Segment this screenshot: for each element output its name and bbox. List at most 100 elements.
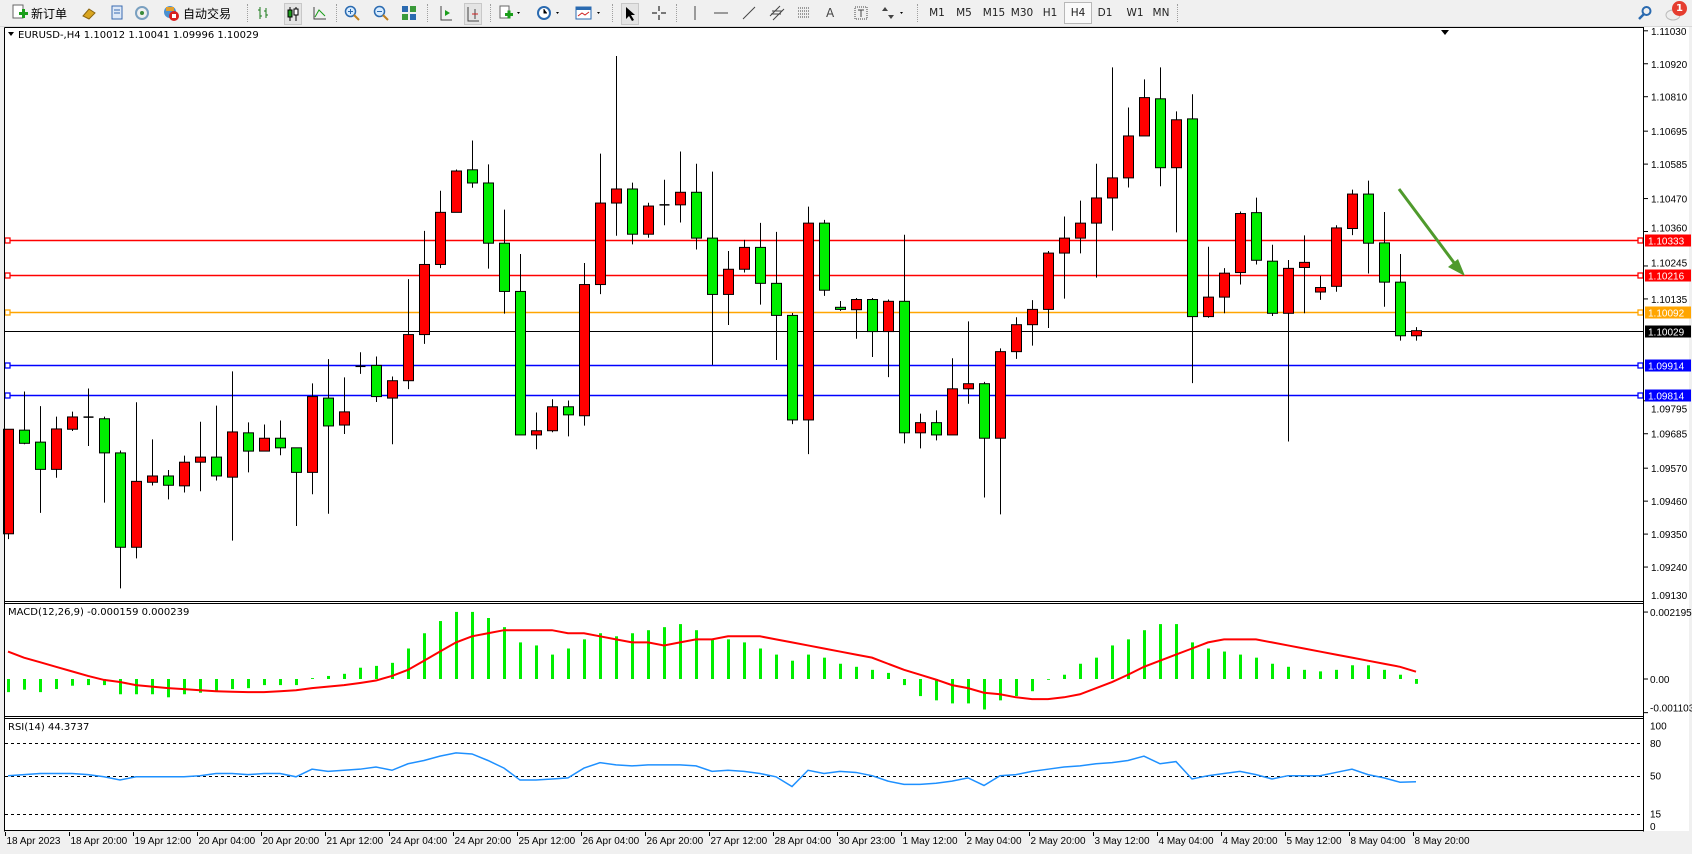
candle [739, 239, 750, 273]
cursor-button[interactable] [621, 3, 639, 25]
vertical-line-button[interactable] [687, 3, 703, 23]
timeframe-h1[interactable]: H1 [1042, 7, 1058, 19]
indicators-button[interactable] [499, 3, 523, 23]
time-tick-label: 24 Apr 04:00 [391, 836, 448, 847]
candle [531, 412, 542, 450]
candle-body [35, 441, 46, 470]
candle-body [1379, 242, 1390, 283]
chart-shift-marker-icon[interactable] [1441, 30, 1449, 35]
level-handle-right[interactable] [1637, 309, 1644, 316]
candle-body [995, 351, 1006, 439]
candle [1107, 67, 1118, 231]
candle [931, 410, 942, 441]
candle-body [387, 380, 398, 399]
tile-windows-button[interactable] [401, 3, 417, 23]
level-price-label: 1.10216 [1648, 272, 1685, 283]
macd-histogram-bar [1063, 674, 1066, 679]
candlestick-chart-button[interactable] [284, 3, 302, 25]
timeframe-d1[interactable]: D1 [1097, 7, 1113, 19]
level-handle-right[interactable] [1637, 272, 1644, 279]
macd-histogram-bar [1031, 679, 1034, 692]
trend-arrow[interactable] [1397, 188, 1465, 276]
macd-histogram-bar [423, 633, 426, 679]
timeframe-h4[interactable]: H4 [1064, 2, 1092, 24]
data-window-button[interactable] [109, 3, 125, 23]
navigator-button[interactable] [134, 3, 150, 23]
candle [1219, 268, 1230, 314]
level-handle-right[interactable] [1637, 362, 1644, 369]
macd-histogram-bar [263, 679, 266, 686]
candle [115, 450, 126, 589]
time-tick-label: 26 Apr 04:00 [583, 836, 640, 847]
level-handle-left[interactable] [4, 237, 11, 244]
candle-body [275, 437, 286, 449]
crosshair-icon [652, 6, 666, 20]
candle [947, 358, 958, 436]
collapse-triangle-icon[interactable] [8, 32, 14, 36]
candle-body [947, 388, 958, 436]
candle-body [1187, 118, 1198, 318]
level-handle-left[interactable] [4, 362, 11, 369]
macd-histogram-bar [727, 639, 730, 679]
candle [323, 359, 334, 514]
candle [867, 298, 878, 358]
time-tick-label: 20 Apr 04:00 [199, 836, 256, 847]
macd-histogram-bar [631, 633, 634, 679]
candle-body [1267, 260, 1278, 314]
line-chart-button[interactable] [312, 3, 328, 23]
candle [67, 411, 78, 432]
text-tool-button[interactable]: A [826, 3, 834, 23]
trendline-button[interactable] [741, 3, 757, 23]
notification-badge: 1 [1672, 1, 1687, 16]
macd-histogram-bar [1367, 665, 1370, 679]
equidistant-channel-button[interactable] [769, 3, 785, 23]
candle [467, 140, 478, 188]
rsi-tick-label: 50 [1650, 772, 1662, 783]
auto-trading-button[interactable]: 自动交易 [162, 3, 231, 23]
candle [1267, 244, 1278, 316]
zoom-out-button[interactable] [373, 3, 389, 23]
periods-button[interactable] [536, 3, 562, 23]
zoom-in-button[interactable] [344, 3, 360, 23]
timeframe-mn[interactable]: MN [1152, 7, 1170, 19]
timeframe-m1[interactable]: M1 [929, 7, 945, 19]
timeframe-m5[interactable]: M5 [956, 7, 972, 19]
bar-chart-button[interactable] [256, 3, 272, 23]
timeframe-m30[interactable]: M30 [1010, 7, 1034, 19]
new-order-button[interactable]: 新订单 [12, 3, 67, 23]
macd-histogram-bar [1191, 642, 1194, 679]
timeframe-m15[interactable]: M15 [982, 7, 1006, 19]
horizontal-line-button[interactable] [713, 3, 729, 23]
candle-body [1299, 261, 1310, 268]
timeframe-w1[interactable]: W1 [1126, 7, 1144, 19]
macd-histogram-bar [999, 679, 1002, 701]
separator [427, 4, 429, 22]
candle-body [1315, 287, 1326, 293]
rsi-tick-label: 100 [1650, 721, 1667, 732]
chart-shift-button[interactable] [464, 3, 482, 25]
chart-window[interactable]: 1.11030 1.10920 1.10810 1.10695 1.10585 1.104… [0, 27, 1692, 854]
time-tick-label: 19 Apr 12:00 [135, 836, 192, 847]
market-watch-button[interactable] [81, 3, 97, 23]
level-handle-left[interactable] [4, 272, 11, 279]
templates-button[interactable] [575, 3, 603, 23]
text-label-button[interactable] [853, 3, 869, 23]
auto-scroll-button[interactable] [438, 3, 454, 23]
search-button[interactable] [1637, 3, 1653, 23]
macd-histogram-bar [1207, 648, 1210, 679]
current-price-tag [1645, 325, 1691, 338]
level-handle-right[interactable] [1637, 237, 1644, 244]
crosshair-button[interactable] [651, 3, 667, 23]
candle [1379, 212, 1390, 307]
arrows-button[interactable] [881, 3, 907, 23]
candle-body [115, 452, 126, 548]
level-price-label: 1.09814 [1648, 392, 1685, 403]
level-handle-left[interactable] [4, 309, 11, 316]
macd-histogram-bar [1047, 679, 1050, 680]
toolbar: 新订单 自动交易 A M1 M5 M15 M30 H1 H4 D1 W1 MN 1 [0, 0, 1692, 27]
fibonacci-button[interactable] [797, 3, 813, 23]
time-tick-label: 18 Apr 20:00 [71, 836, 128, 847]
level-handle-left[interactable] [4, 392, 11, 399]
candle-body [1363, 193, 1374, 244]
level-handle-right[interactable] [1637, 392, 1644, 399]
